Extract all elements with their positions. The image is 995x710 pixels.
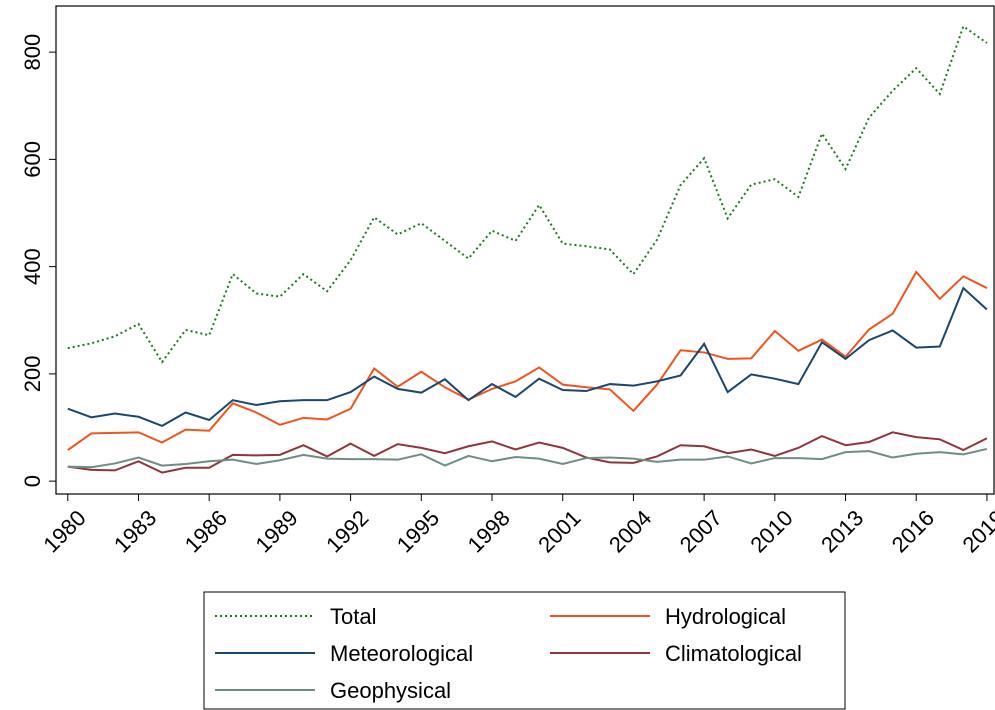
- y-tick-label: 0: [20, 475, 45, 487]
- x-tick-label: 2010: [745, 505, 797, 557]
- series-line: [67, 24, 988, 364]
- x-tick-label: 1983: [109, 505, 161, 557]
- x-tick-label: 2013: [816, 505, 868, 557]
- y-tick-label: 600: [20, 141, 45, 178]
- legend-label: Total: [330, 604, 376, 629]
- legend-label: Hydrological: [665, 604, 786, 629]
- legend-label: Meteorological: [330, 641, 473, 666]
- legend-label: Geophysical: [330, 678, 451, 703]
- x-tick-label: 2016: [887, 505, 939, 557]
- x-tick-label: 2004: [604, 505, 656, 557]
- y-tick-label: 800: [20, 34, 45, 71]
- x-tick-label: 2001: [533, 505, 585, 557]
- x-tick-label: 2019: [957, 505, 995, 557]
- series-line: [67, 447, 988, 469]
- x-tick-label: 1989: [250, 505, 302, 557]
- x-tick-label: 1995: [392, 505, 444, 557]
- series-line: [67, 270, 988, 451]
- x-tick-label: 2007: [675, 505, 727, 557]
- legend-label: Climatological: [665, 641, 802, 666]
- y-tick-label: 400: [20, 248, 45, 285]
- legend-box: [203, 591, 846, 710]
- y-tick-label: 200: [20, 356, 45, 393]
- series-line: [67, 286, 988, 427]
- x-tick-label: 1992: [321, 505, 373, 557]
- x-tick-label: 1980: [38, 505, 90, 557]
- x-tick-label: 1986: [180, 505, 232, 557]
- x-tick-label: 1998: [463, 505, 515, 557]
- plot-frame: [55, 5, 995, 495]
